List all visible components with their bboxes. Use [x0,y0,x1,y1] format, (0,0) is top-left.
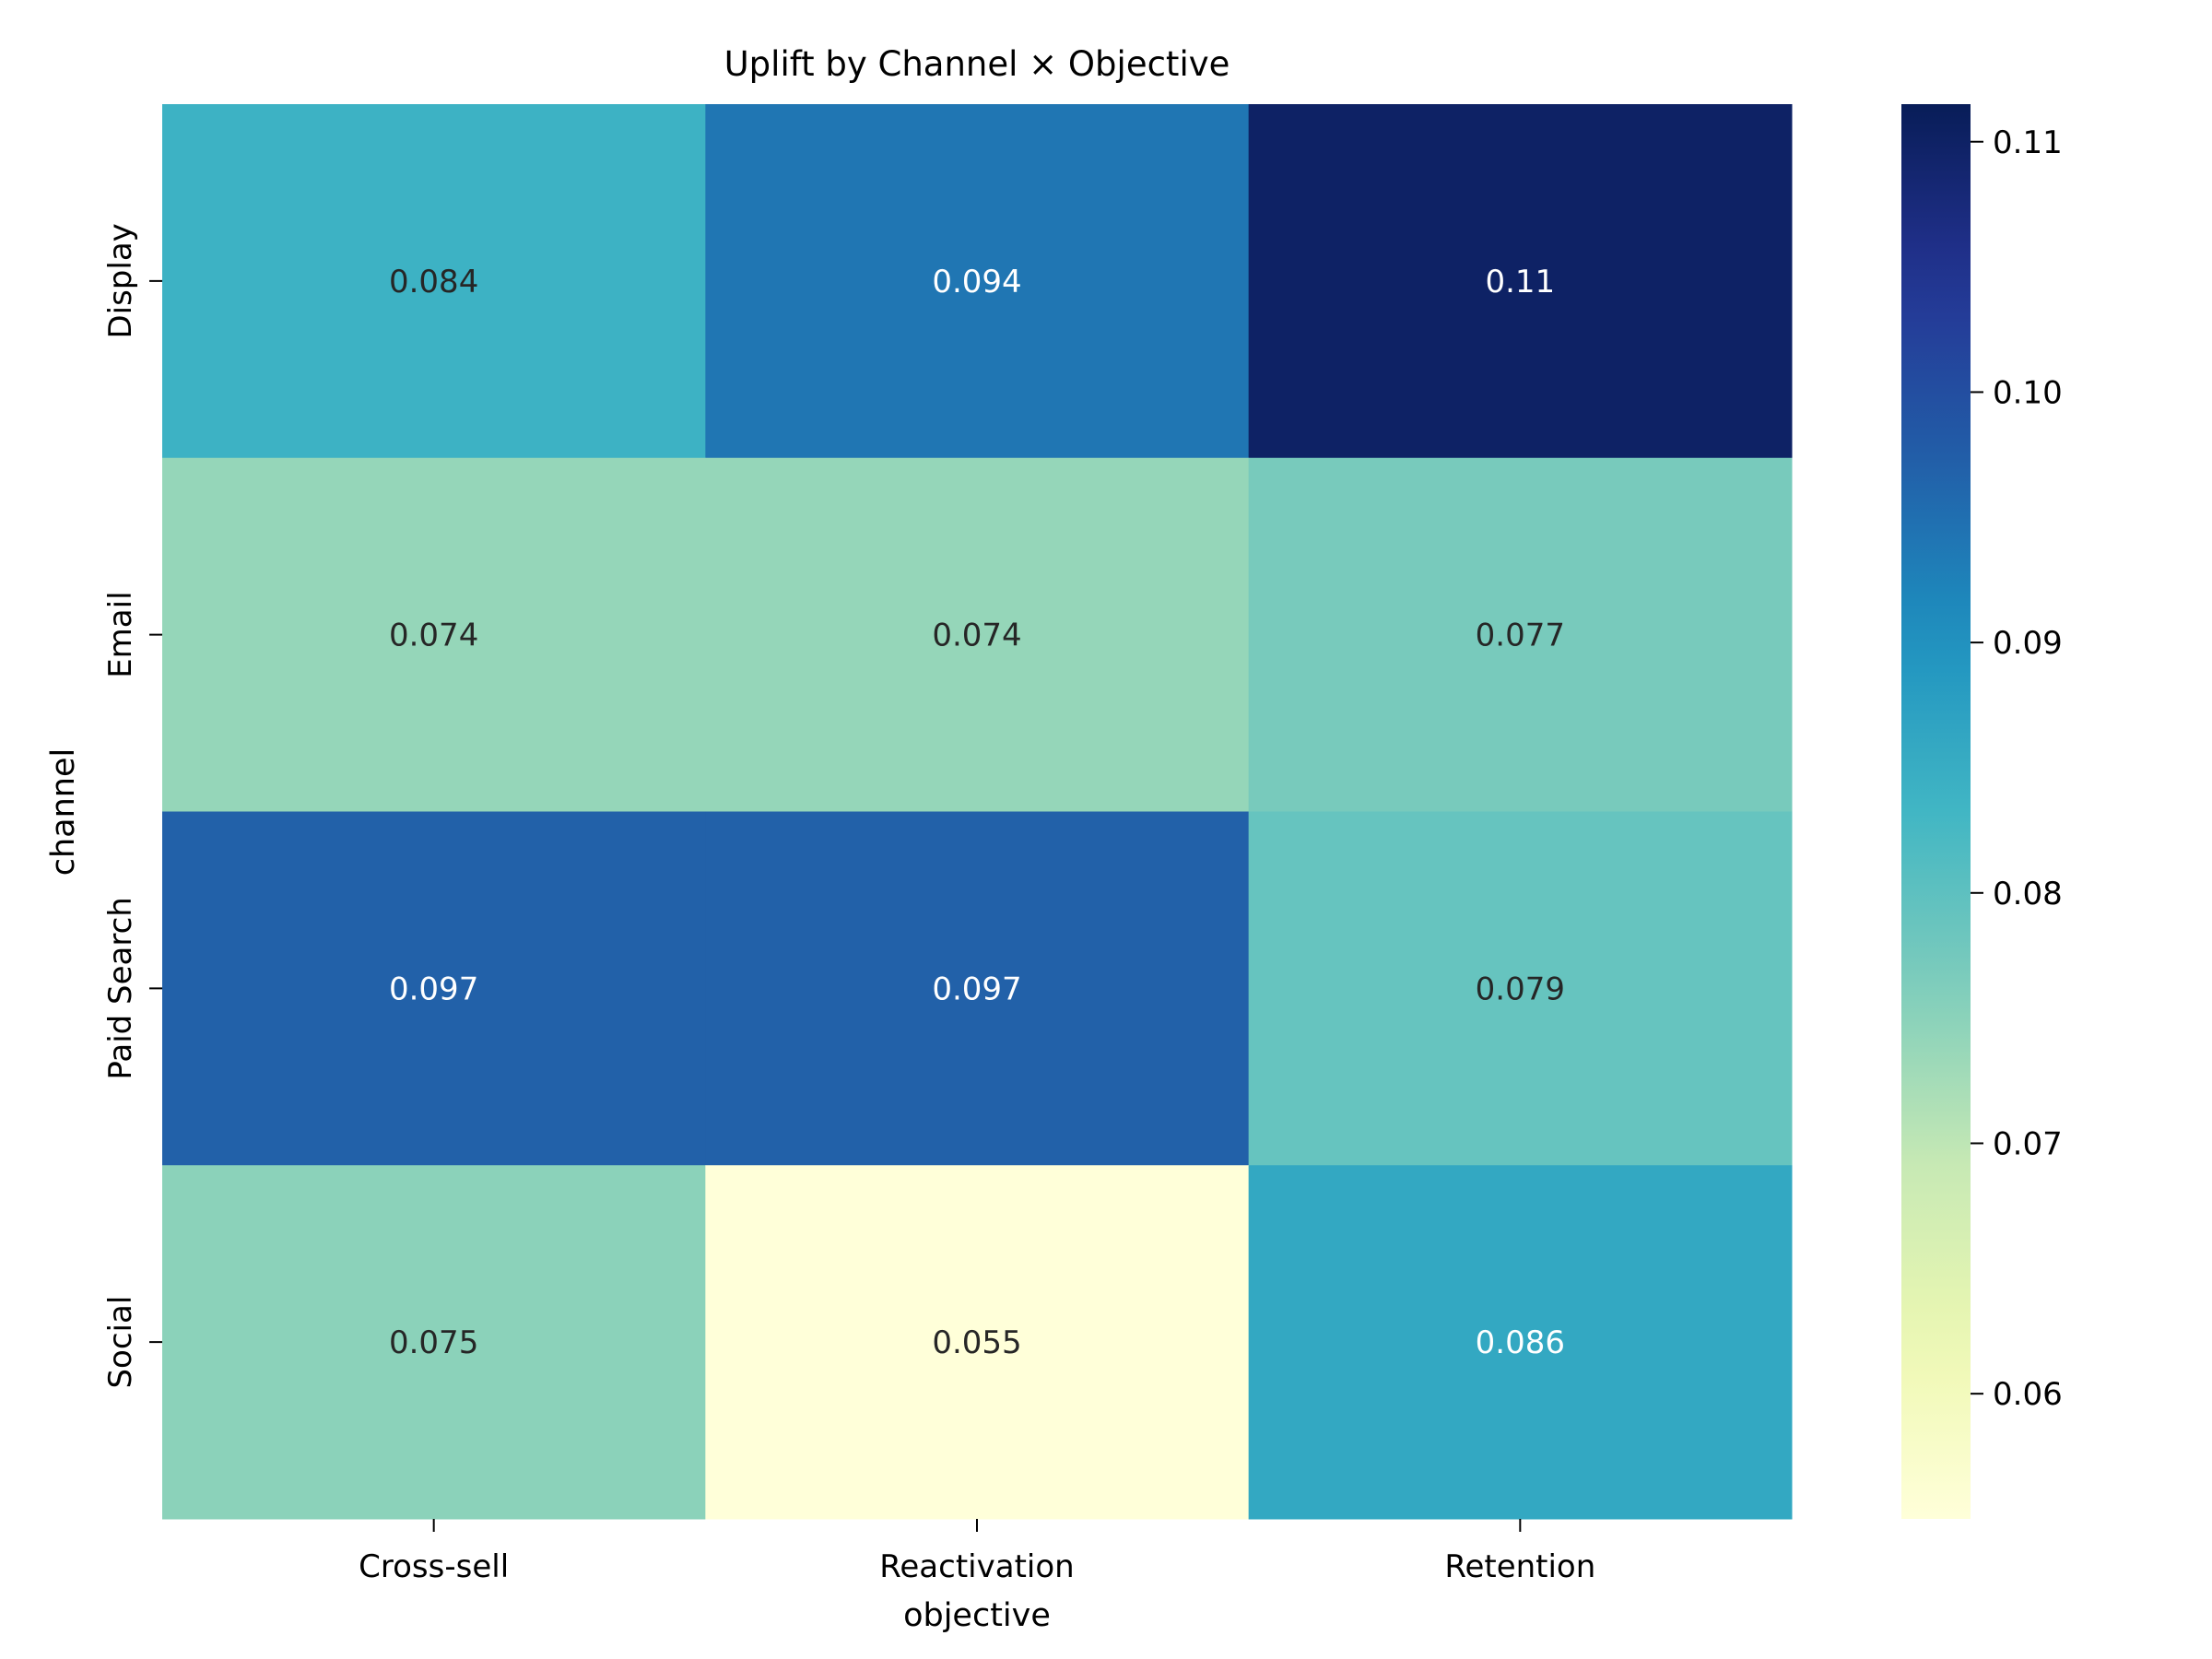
y-axis-title: channel [45,748,82,877]
cell-value-label: 0.077 [1476,618,1565,654]
heatmap-cell-email-retention [1248,457,1793,812]
colorbar: 0.06 0.07 0.08 0.09 0.10 0.11 [1901,104,2063,1519]
cell-value-label: 0.075 [389,1324,478,1361]
colorbar-tick-label: 0.11 [1993,124,2063,161]
colorbar-tick-label: 0.07 [1993,1125,2063,1162]
colorbar-tick-label: 0.06 [1993,1376,2063,1413]
y-tick-label-paid-search: Paid Search [102,897,139,1079]
heatmap-cell-display-reactivation [705,104,1250,459]
heatmap-cell-social-reactivation [705,1165,1250,1520]
cell-value-label: 0.084 [389,264,478,300]
heatmap-cell-labels: 0.084 0.094 0.11 0.074 0.074 0.077 0.097 0.097 0… [389,264,1565,1361]
colorbar-tick-label: 0.08 [1993,876,2063,912]
cell-value-label: 0.094 [932,264,1021,300]
cell-value-label: 0.079 [1476,971,1565,1007]
cell-value-label: 0.086 [1476,1324,1565,1361]
heatmap-cell-email-cross-sell [162,457,706,812]
heatmap-cell-social-cross-sell [162,1165,706,1520]
cell-value-label: 0.097 [389,971,478,1007]
heatmap-cell-paid-search-cross-sell [162,811,706,1166]
heatmap-cell-display-retention [1248,104,1793,459]
cell-value-label: 0.097 [932,971,1021,1007]
heatmap-cell-paid-search-reactivation [705,811,1250,1166]
cell-value-label: 0.074 [932,618,1021,654]
cell-value-label: 0.055 [932,1324,1021,1361]
chart-title: Uplift by Channel × Objective [724,44,1230,84]
cell-value-label: 0.074 [389,618,478,654]
colorbar-tick-label: 0.10 [1993,374,2063,411]
y-tick-label-display: Display [102,223,139,338]
colorbar-tick-label: 0.09 [1993,625,2063,662]
x-tick-label-cross-sell: Cross-sell [359,1548,509,1585]
heatmap-cell-email-reactivation [705,457,1250,812]
heatmap-cell-social-retention [1248,1165,1793,1520]
x-axis: Cross-sell Reactivation Retention [359,1519,1595,1585]
cell-value-label: 0.11 [1485,264,1555,300]
heatmap-cell-paid-search-retention [1248,811,1793,1166]
colorbar-gradient [1901,104,1971,1519]
x-tick-label-retention: Retention [1444,1548,1595,1585]
y-tick-label-email: Email [102,591,139,677]
y-tick-label-social: Social [102,1296,139,1389]
heatmap-cells [162,104,1793,1520]
x-tick-label-reactivation: Reactivation [879,1548,1074,1585]
heatmap-cell-display-cross-sell [162,104,706,459]
x-axis-title: objective [903,1597,1051,1634]
y-axis: Display Email Paid Search Social [102,223,162,1389]
